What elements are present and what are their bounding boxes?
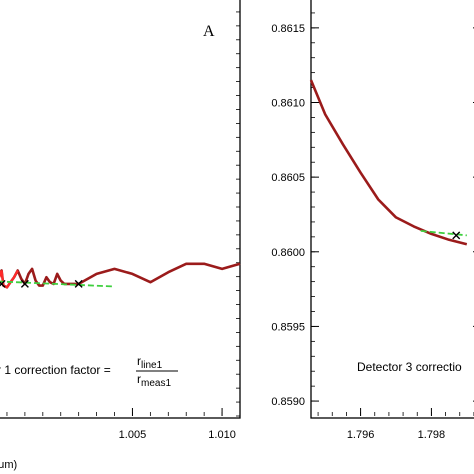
panel-b-ticks [311, 12, 474, 416]
panel-a-x-axis-label: μm) [0, 459, 17, 471]
data-marker [20, 279, 29, 288]
panel-b-markers [452, 231, 461, 240]
y-tick-label: 0.8600 [271, 247, 305, 259]
y-tick-label: 0.8595 [271, 321, 305, 333]
chart-panel-a: 1.005 1.010 A r 1 correction factor = rli… [0, 0, 241, 471]
y-tick-label: 0.8590 [271, 396, 305, 408]
panel-a-plot-frame [0, 0, 241, 419]
data-marker [452, 231, 461, 240]
panel-a-annotation: r 1 correction factor = rline1 rmeas1 [0, 354, 178, 389]
panel-a-fit-line [0, 280, 113, 288]
panel-b-tick-labels: 1.796 1.798 0.8590 0.8595 0.8600 0.8605 0.8610… [271, 23, 445, 441]
data-marker [74, 279, 83, 288]
panel-a-letter: A [203, 23, 215, 40]
chart-panel-b: 1.796 1.798 0.8590 0.8595 0.8600 0.8605 0.8610… [271, 0, 474, 441]
panel-a-ticks [6, 11, 240, 417]
panel-b-plot-frame [310, 0, 474, 419]
panel-b-series-line [309, 79, 468, 246]
data-marker [0, 279, 6, 288]
panel-a-highlight-segment [0, 269, 19, 289]
panel-a-annotation-prefix: r 1 correction factor = [0, 363, 111, 377]
panel-a-annotation-denominator: rmeas1 [137, 372, 171, 389]
x-tick-label: 1.005 [119, 429, 147, 441]
panel-a-tick-labels: 1.005 1.010 [119, 429, 236, 441]
x-tick-label: 1.798 [418, 429, 446, 441]
panel-b-fit-line [420, 229, 467, 237]
y-tick-label: 0.8605 [271, 172, 305, 184]
y-tick-label: 0.8615 [271, 23, 305, 35]
y-tick-label: 0.8610 [271, 98, 305, 110]
panel-b-annotation: Detector 3 correctio [357, 360, 462, 374]
x-tick-label: 1.010 [208, 429, 236, 441]
panel-a-markers [0, 279, 83, 288]
panel-a-annotation-numerator: rline1 [137, 354, 163, 371]
x-tick-label: 1.796 [347, 429, 375, 441]
